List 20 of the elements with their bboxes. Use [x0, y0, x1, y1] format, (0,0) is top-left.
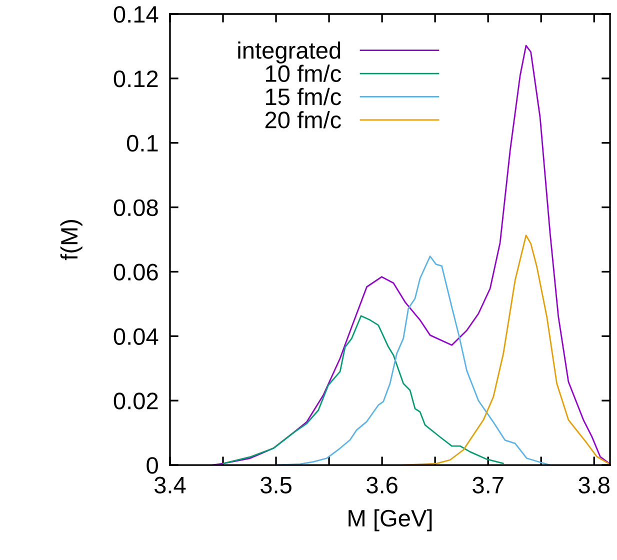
- x-tick-label: 3.8: [578, 476, 610, 494]
- y-tick-label: 0.14: [114, 6, 158, 23]
- y-tick-label: 0.04: [114, 328, 158, 345]
- line-series: [222, 315, 504, 464]
- y-tick-label: 0: [146, 457, 158, 474]
- y-tick-label: 0.12: [114, 70, 158, 88]
- y-tick-label: 0.08: [114, 199, 158, 216]
- legend-label: 10 fm/c: [266, 64, 342, 82]
- y-tick-label: 0.1: [126, 134, 158, 152]
- x-axis-title: M [GeV]: [348, 509, 432, 532]
- x-tick-label: 3.7: [472, 476, 504, 494]
- x-tick-label: 3.5: [260, 476, 292, 494]
- x-tick-label: 3.6: [366, 476, 398, 494]
- x-tick-label: 3.4: [154, 476, 186, 494]
- legend-label: integrated: [238, 41, 340, 64]
- y-tick-label: 0.06: [114, 264, 158, 281]
- legend-label: 15 fm/c: [266, 88, 342, 106]
- legend-label: 20 fm/c: [265, 111, 342, 128]
- y-axis-title: f(M): [60, 220, 82, 260]
- y-tick-label: 0.02: [114, 392, 158, 410]
